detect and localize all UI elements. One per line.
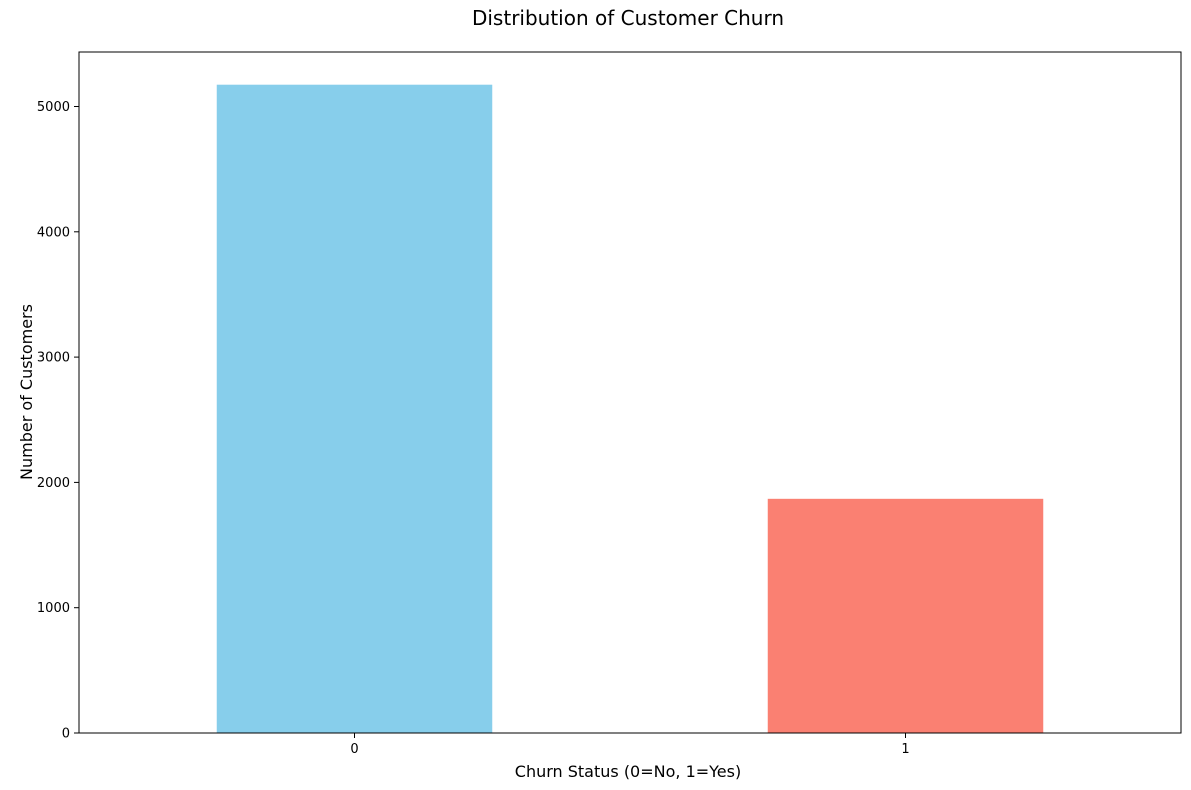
x-tick-label-0: 0 <box>350 742 358 757</box>
y-tick-label-4000: 4000 <box>37 225 70 240</box>
ticks-layer: 0 1 0 1000 2000 3000 4000 5000 <box>37 100 910 757</box>
y-tick-label-5000: 5000 <box>37 100 70 115</box>
bar-1 <box>767 498 1044 733</box>
y-tick-label-2000: 2000 <box>37 476 70 491</box>
y-tick-label-3000: 3000 <box>37 351 70 366</box>
x-axis-label: Churn Status (0=No, 1=Yes) <box>515 762 741 781</box>
y-tick-label-0: 0 <box>62 727 70 742</box>
y-axis-label: Number of Customers <box>17 304 36 480</box>
x-tick-label-1: 1 <box>901 742 909 757</box>
plot-frame <box>78 51 1182 734</box>
bars-layer <box>216 84 1044 734</box>
bar-0 <box>216 84 493 734</box>
y-tick-label-1000: 1000 <box>37 601 70 616</box>
chart-title: Distribution of Customer Churn <box>472 6 784 30</box>
